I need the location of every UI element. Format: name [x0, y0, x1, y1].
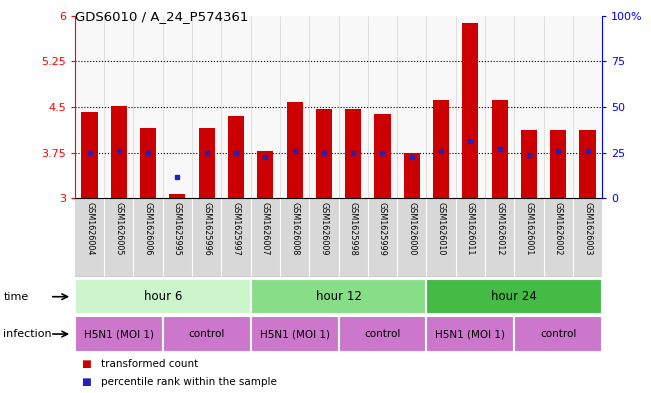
Bar	[169, 194, 186, 198]
Bar	[75, 316, 163, 352]
Text: time: time	[3, 292, 29, 302]
Text: GSM1625997: GSM1625997	[232, 202, 240, 256]
Text: GSM1625995: GSM1625995	[173, 202, 182, 256]
Bar	[514, 316, 602, 352]
Text: transformed count: transformed count	[101, 358, 198, 369]
Text: GSM1626010: GSM1626010	[437, 202, 445, 256]
Bar	[286, 102, 303, 198]
Bar	[140, 129, 156, 198]
Text: GSM1625996: GSM1625996	[202, 202, 211, 256]
Text: infection: infection	[3, 329, 52, 339]
Bar	[374, 114, 391, 198]
Text: control: control	[189, 329, 225, 339]
Text: GSM1626000: GSM1626000	[408, 202, 416, 256]
Text: H5N1 (MOI 1): H5N1 (MOI 1)	[436, 329, 505, 339]
Text: GSM1626001: GSM1626001	[525, 202, 533, 256]
Bar	[81, 112, 98, 198]
Text: GSM1626003: GSM1626003	[583, 202, 592, 256]
Bar	[111, 106, 127, 198]
Bar	[521, 130, 537, 198]
Text: GSM1626005: GSM1626005	[115, 202, 123, 256]
Text: ■: ■	[81, 377, 91, 387]
Bar	[75, 279, 251, 314]
Text: control: control	[365, 329, 400, 339]
Bar	[404, 153, 420, 198]
Text: GSM1626009: GSM1626009	[320, 202, 328, 256]
Bar	[75, 198, 602, 277]
Text: ■: ■	[81, 358, 91, 369]
Bar	[316, 109, 332, 198]
Text: H5N1 (MOI 1): H5N1 (MOI 1)	[84, 329, 154, 339]
Bar	[433, 100, 449, 198]
Bar	[257, 151, 273, 198]
Bar	[550, 130, 566, 198]
Text: GSM1625998: GSM1625998	[349, 202, 357, 256]
Bar	[228, 116, 244, 198]
Text: GDS6010 / A_24_P574361: GDS6010 / A_24_P574361	[75, 10, 248, 23]
Text: GSM1626006: GSM1626006	[144, 202, 152, 256]
Text: GSM1625999: GSM1625999	[378, 202, 387, 256]
Text: hour 6: hour 6	[144, 290, 182, 303]
Bar	[345, 109, 361, 198]
Bar	[251, 279, 426, 314]
Bar	[339, 316, 426, 352]
Text: GSM1626011: GSM1626011	[466, 202, 475, 256]
Text: GSM1626002: GSM1626002	[554, 202, 562, 256]
Text: GSM1626008: GSM1626008	[290, 202, 299, 256]
Text: GSM1626012: GSM1626012	[495, 202, 504, 256]
Bar	[163, 316, 251, 352]
Bar	[426, 279, 602, 314]
Text: hour 24: hour 24	[492, 290, 537, 303]
Bar	[492, 100, 508, 198]
Text: hour 12: hour 12	[316, 290, 361, 303]
Bar	[579, 130, 596, 198]
Bar	[426, 316, 514, 352]
Text: GSM1626007: GSM1626007	[261, 202, 270, 256]
Bar	[462, 23, 478, 198]
Text: percentile rank within the sample: percentile rank within the sample	[101, 377, 277, 387]
Text: control: control	[540, 329, 576, 339]
Text: H5N1 (MOI 1): H5N1 (MOI 1)	[260, 329, 329, 339]
Bar	[199, 129, 215, 198]
Text: GSM1626004: GSM1626004	[85, 202, 94, 256]
Bar	[251, 316, 339, 352]
